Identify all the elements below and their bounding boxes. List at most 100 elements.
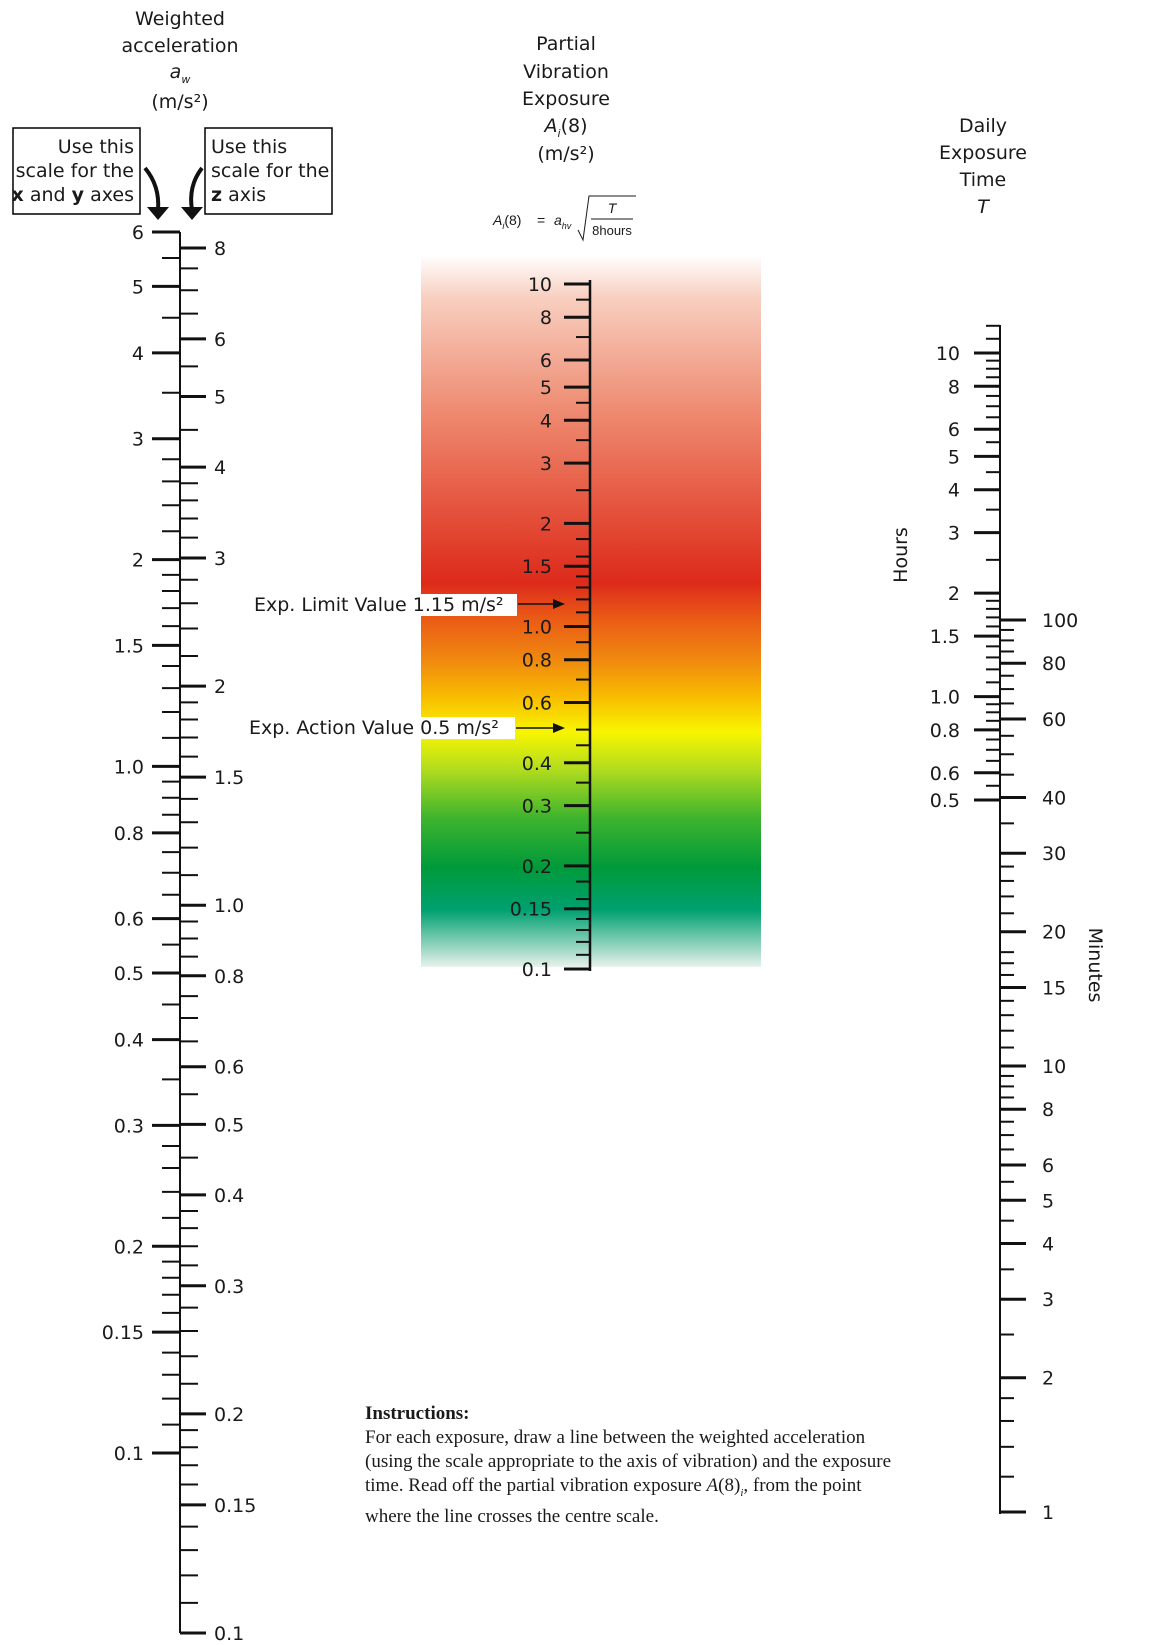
xy-tick-label: 6	[132, 222, 144, 244]
center-tick-label: 3	[540, 453, 552, 475]
right-scale-header: Daily Exposure Time T	[939, 115, 1027, 218]
xy-tick-label: 0.15	[102, 1322, 144, 1344]
xy-tick-label: 1.5	[114, 635, 144, 657]
xy-tick-label: 2	[132, 550, 144, 572]
svg-text:Ai(8): Ai(8)	[492, 212, 521, 231]
hour-tick-label: 1.5	[930, 626, 960, 648]
z-tick-label: 5	[214, 387, 226, 409]
scale-marks: 654321.51.00.80.60.50.40.30.20.150.18654…	[102, 222, 1079, 1645]
minute-tick-label: 6	[1042, 1155, 1054, 1177]
svg-text:Use this: Use this	[58, 136, 134, 158]
center-symbol: Ai(8)	[543, 115, 588, 140]
arrow-to-z-scale	[181, 166, 204, 220]
left-symbol: aw	[170, 61, 191, 86]
left-title-line-2: acceleration	[121, 35, 238, 57]
center-tick-label: 0.3	[522, 796, 552, 818]
xy-tick-label: 1.0	[114, 756, 144, 778]
minute-tick-label: 30	[1042, 843, 1066, 865]
center-tick-label: 0.8	[522, 650, 552, 672]
svg-text:(m/s²): (m/s²)	[537, 143, 594, 165]
z-tick-label: 0.1	[214, 1623, 244, 1645]
center-tick-label: 10	[528, 274, 552, 296]
arrow-to-xy-scale	[143, 166, 169, 220]
svg-text:Time: Time	[959, 169, 1007, 191]
center-tick-label: 0.4	[522, 753, 552, 775]
xy-tick-label: 0.4	[114, 1030, 144, 1052]
left-unit: (m/s²)	[151, 91, 208, 113]
minute-tick-label: 40	[1042, 787, 1066, 809]
hour-tick-label: 4	[948, 480, 960, 502]
instructions-text-2: , from the point where the line crosses …	[365, 1475, 862, 1527]
svg-text:Daily: Daily	[959, 115, 1007, 137]
minute-tick-label: 80	[1042, 653, 1066, 675]
minutes-axis-label: Minutes	[1084, 928, 1106, 1003]
hour-tick-label: 1.0	[930, 687, 960, 709]
instructions-heading: Instructions:	[365, 1403, 470, 1424]
z-tick-label: 8	[214, 238, 226, 260]
z-tick-label: 0.8	[214, 966, 244, 988]
xy-tick-label: 0.5	[114, 963, 144, 985]
hours-axis-label: Hours	[890, 527, 912, 583]
minute-tick-label: 5	[1042, 1190, 1054, 1212]
minute-tick-label: 3	[1042, 1289, 1054, 1311]
hour-tick-label: 3	[948, 523, 960, 545]
left-scale-header: Weighted acceleration aw (m/s²)	[121, 8, 238, 113]
note-xy-line-3: x and y axes	[12, 184, 134, 206]
center-tick-label: 5	[540, 377, 552, 399]
minute-tick-label: 60	[1042, 709, 1066, 731]
minute-tick-label: 10	[1042, 1056, 1066, 1078]
svg-text:scale for the: scale for the	[211, 160, 329, 182]
hour-tick-label: 0.8	[930, 720, 960, 742]
center-tick-label: 8	[540, 307, 552, 329]
xy-tick-label: 0.8	[114, 823, 144, 845]
center-tick-label: 1.0	[522, 617, 552, 639]
svg-text:=: =	[537, 212, 545, 228]
minute-tick-label: 4	[1042, 1233, 1054, 1255]
hour-tick-label: 2	[948, 583, 960, 605]
center-tick-label: 4	[540, 410, 552, 432]
z-tick-label: 0.3	[214, 1276, 244, 1298]
svg-text:Exp. Action Value 0.5 m/s²: Exp. Action Value 0.5 m/s²	[249, 717, 499, 739]
left-title-line-1: Weighted	[135, 8, 225, 30]
minute-tick-label: 100	[1042, 610, 1078, 632]
z-tick-label: 2	[214, 676, 226, 698]
note-z-line-3: z axis	[211, 184, 266, 206]
z-tick-label: 3	[214, 548, 226, 570]
instructions-block: Instructions: For each exposure, draw a …	[365, 1402, 905, 1529]
instructions-text-1: For each exposure, draw a line between t…	[365, 1427, 892, 1496]
center-tick-label: 6	[540, 350, 552, 372]
z-tick-label: 1.5	[214, 767, 244, 789]
z-tick-label: 0.15	[214, 1495, 256, 1517]
center-tick-label: 0.6	[522, 692, 552, 714]
svg-text:Exp. Limit Value 1.15 m/s²: Exp. Limit Value 1.15 m/s²	[254, 594, 504, 616]
xy-tick-label: 0.1	[114, 1443, 144, 1465]
xy-tick-label: 5	[132, 276, 144, 298]
center-tick-label: 1.5	[522, 556, 552, 578]
z-tick-label: 0.2	[214, 1404, 244, 1426]
center-tick-label: 0.2	[522, 856, 552, 878]
svg-text:T: T	[977, 196, 990, 218]
svg-text:Vibration: Vibration	[523, 61, 609, 83]
svg-text:Exposure: Exposure	[522, 88, 610, 110]
center-tick-label: 0.15	[510, 899, 552, 921]
center-tick-label: 2	[540, 513, 552, 535]
z-tick-label: 6	[214, 329, 226, 351]
z-tick-label: 4	[214, 457, 226, 479]
svg-text:Exposure: Exposure	[939, 142, 1027, 164]
svg-text:Use this: Use this	[211, 136, 287, 158]
xy-tick-label: 3	[132, 429, 144, 451]
minute-tick-label: 8	[1042, 1099, 1054, 1121]
minute-tick-label: 1	[1042, 1502, 1054, 1524]
limit-value-callout: Exp. Limit Value 1.15 m/s²	[252, 594, 565, 616]
z-tick-label: 0.5	[214, 1114, 244, 1136]
exposure-formula: Ai(8) = ahv T 8hours	[492, 195, 636, 242]
xy-tick-label: 4	[132, 343, 144, 365]
hour-tick-label: 5	[948, 446, 960, 468]
minute-tick-label: 15	[1042, 977, 1066, 999]
instructions-a8: A	[706, 1475, 719, 1496]
minute-tick-label: 2	[1042, 1368, 1054, 1390]
z-tick-label: 1.0	[214, 895, 244, 917]
svg-text:Partial: Partial	[536, 33, 596, 55]
z-tick-label: 0.6	[214, 1057, 244, 1079]
